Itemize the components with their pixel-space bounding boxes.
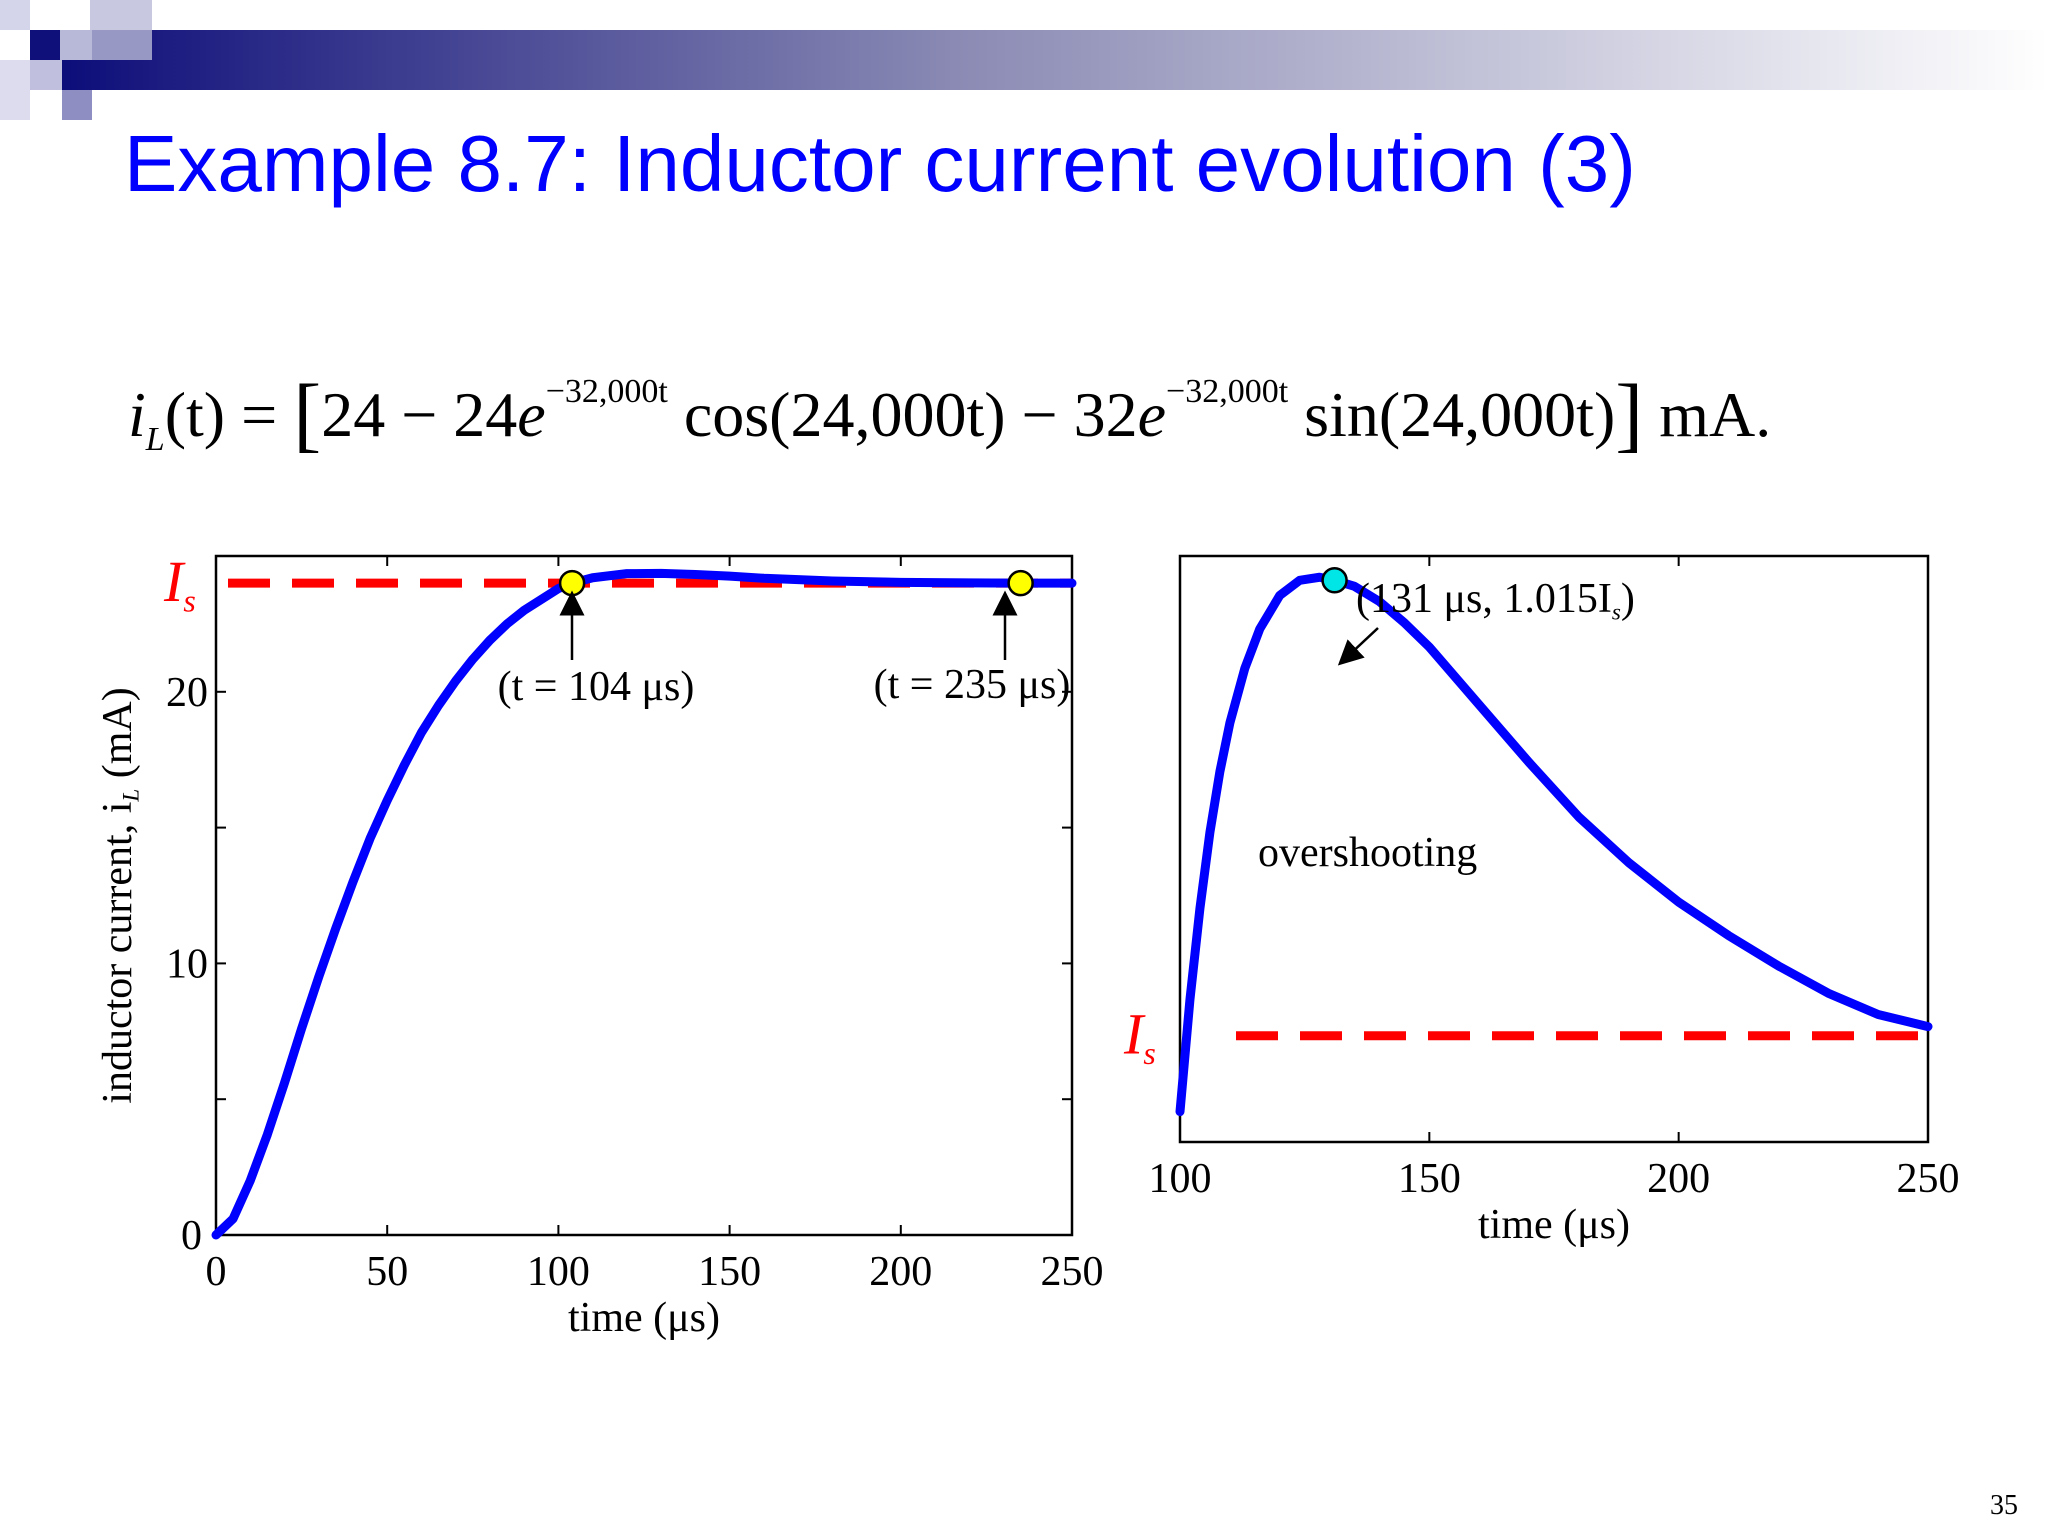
x-tick-label: 250 (1041, 1249, 1104, 1295)
plot-frame (1178, 554, 1930, 1144)
formula-lhs-arg: (t) = (164, 379, 278, 450)
formula-cos: cos(24,000t) − 32 (667, 379, 1138, 450)
plot-frame (214, 554, 1074, 1237)
deco-square (62, 90, 92, 120)
formula-unit: mA. (1643, 379, 1772, 450)
slide-title: Example 8.7: Inductor current evolution … (124, 119, 1636, 208)
deco-square (60, 30, 92, 60)
x-axis-label: time (μs) (1478, 1202, 1630, 1248)
page-number: 35 (1990, 1490, 2018, 1521)
open-bracket: [ (293, 368, 322, 461)
deco-square (0, 60, 30, 120)
x-tick-label: 50 (366, 1249, 408, 1295)
x-tick-label: 0 (206, 1249, 227, 1295)
y-tick-label: 10 (166, 941, 208, 987)
x-tick-label: 100 (527, 1249, 590, 1295)
formula-exp1: −32,000t (545, 373, 668, 410)
marker-point (1007, 569, 1034, 597)
y-axis-label: inductor current, iL (mA) (95, 687, 144, 1103)
header-gradient-bar (60, 30, 2048, 90)
deco-square (90, 0, 152, 30)
y-origin-label: 0 (181, 1213, 202, 1259)
formula-e1: e (517, 379, 546, 450)
current-formula: iL(t) = [24 − 24e−32,000t cos(24,000t) −… (128, 360, 1772, 461)
marker-point (1321, 567, 1348, 594)
x-tick-label: 200 (1647, 1156, 1710, 1202)
deco-square (92, 30, 152, 60)
marker-label: (t = 104 μs) (498, 664, 695, 710)
x-tick-label: 100 (1149, 1156, 1212, 1202)
reference-line-label: Is (1123, 1002, 1156, 1071)
x-axis-label: time (μs) (568, 1295, 720, 1341)
series-line (1175, 572, 1933, 1117)
marker-point (558, 569, 586, 597)
formula-sin: sin(24,000t) (1288, 379, 1616, 450)
x-tick-label: 250 (1897, 1156, 1960, 1202)
close-bracket: ] (1615, 368, 1644, 461)
marker-arrow (1337, 627, 1379, 666)
marker-label: (t = 235 μs) (874, 662, 1071, 708)
deco-square (0, 0, 30, 30)
x-tick-label: 200 (869, 1249, 932, 1295)
header-decoration (0, 0, 2048, 120)
reference-line-label: Is (163, 549, 196, 618)
formula-e2: e (1137, 379, 1167, 450)
deco-square (30, 30, 62, 60)
series-line (211, 568, 1077, 1240)
y-tick-label: 20 (166, 670, 208, 716)
chart-right: 100 150 200 250 time (μs) Is (131 μs, 1.015Is)… (1123, 554, 1960, 1248)
annotation-text: overshooting (1258, 830, 1477, 876)
deco-square (30, 60, 62, 90)
marker-label: (131 μs, 1.015Is) (1356, 576, 1635, 625)
formula-fn: i (128, 379, 146, 450)
formula-term1: 24 − 24 (321, 379, 518, 450)
formula-sub: L (145, 421, 165, 458)
x-tick-label: 150 (698, 1249, 761, 1295)
formula-exp2: −32,000t (1166, 373, 1289, 410)
x-tick-label: 150 (1398, 1156, 1461, 1202)
